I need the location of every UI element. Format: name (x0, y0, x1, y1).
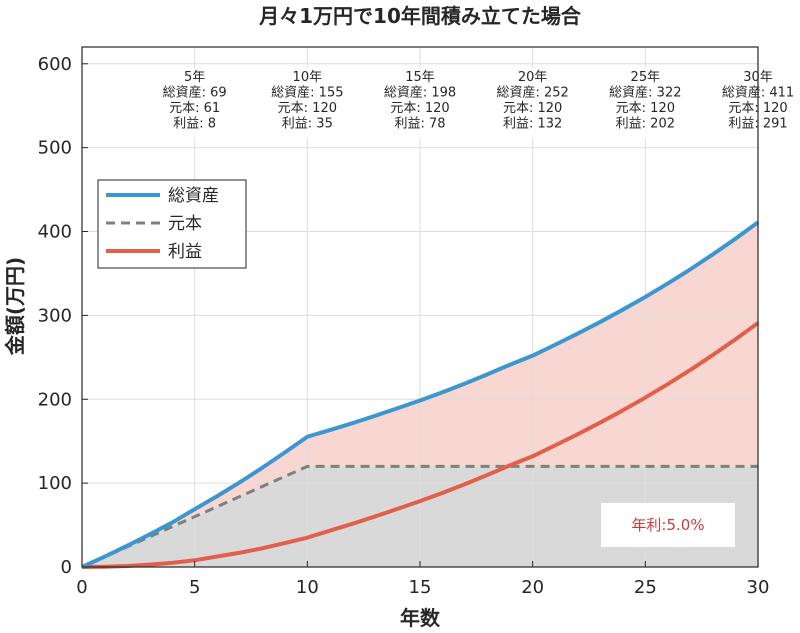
y-tick-label: 300 (38, 305, 72, 326)
annotation-principal: 元本: 120 (390, 101, 449, 116)
annotation-principal: 元本: 61 (169, 101, 220, 116)
principal-line (81, 464, 758, 569)
y-tick-label: 100 (38, 473, 72, 494)
rate-box-background (601, 503, 735, 547)
legend-label-total: 総資産 (168, 186, 219, 206)
x-axis-ticks: 0 5 10 15 20 25 30 (76, 561, 769, 598)
annotation-profit: 利益: 132 (503, 117, 562, 132)
x-tick-label: 25 (634, 577, 657, 598)
annotation-profit: 利益: 78 (394, 117, 445, 132)
legend: 総資産 元本 利益 (97, 179, 247, 269)
annotation-year: 25年 (631, 70, 661, 85)
x-tick-label: 0 (76, 577, 87, 598)
total-assets-line (81, 220, 760, 569)
annotation-principal: 元本: 120 (278, 101, 337, 116)
y-axis-ticks: 0 100 200 300 400 500 600 (38, 54, 88, 578)
y-tick-label: 500 (38, 138, 72, 159)
annotation-year: 5年 (184, 70, 205, 85)
x-tick-label: 20 (521, 577, 544, 598)
annotation-year: 10年 (293, 70, 323, 85)
annotation-principal: 元本: 120 (503, 101, 562, 116)
chart-title: 月々1万円で10年間積み立てた場合 (258, 4, 582, 28)
rate-label: 年利:5.0% (631, 516, 704, 534)
rate-box: 年利:5.0% (601, 503, 735, 547)
annotation-year: 20年 (518, 70, 548, 85)
legend-label-profit: 利益 (168, 242, 202, 262)
annotation-profit: 利益: 35 (282, 117, 333, 132)
profit-line (81, 321, 760, 569)
annotation-background (152, 68, 237, 138)
x-tick-label: 5 (189, 577, 200, 598)
annotation-background (378, 68, 462, 138)
annotation-total: 総資産: 69 (163, 85, 227, 101)
y-axis-label: 金額(万円) (3, 257, 27, 356)
annotation-profit: 利益: 202 (616, 117, 675, 132)
y-tick-label: 0 (61, 557, 72, 578)
x-tick-label: 10 (296, 577, 319, 598)
y-tick-label: 400 (38, 222, 72, 243)
annotation-total: 総資産: 322 (609, 85, 681, 101)
annotation-year: 15年 (405, 70, 435, 85)
annotation-background (490, 68, 575, 138)
annotation-total: 総資産: 198 (384, 85, 456, 101)
y-tick-label: 600 (38, 54, 72, 75)
y-tick-label: 200 (38, 389, 72, 410)
x-tick-label: 15 (409, 577, 432, 598)
annotation-background (265, 68, 350, 138)
annotation-profit: 利益: 8 (173, 117, 216, 132)
x-axis-label: 年数 (400, 606, 441, 630)
legend-label-principal: 元本 (168, 214, 202, 234)
x-tick-label: 30 (747, 577, 770, 598)
annotation-background (603, 68, 688, 138)
gain-area-fill (82, 222, 758, 567)
annotation-total: 総資産: 252 (497, 85, 569, 101)
annotation-principal: 元本: 120 (616, 101, 675, 116)
annotation-total: 総資産: 155 (271, 85, 343, 101)
series-lines (81, 220, 760, 569)
